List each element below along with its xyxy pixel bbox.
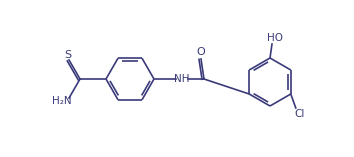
Text: HO: HO (267, 33, 283, 43)
Text: S: S (64, 50, 72, 60)
Text: Cl: Cl (295, 109, 305, 119)
Text: NH: NH (174, 74, 190, 84)
Text: H₂N: H₂N (52, 96, 72, 106)
Text: O: O (196, 47, 205, 57)
